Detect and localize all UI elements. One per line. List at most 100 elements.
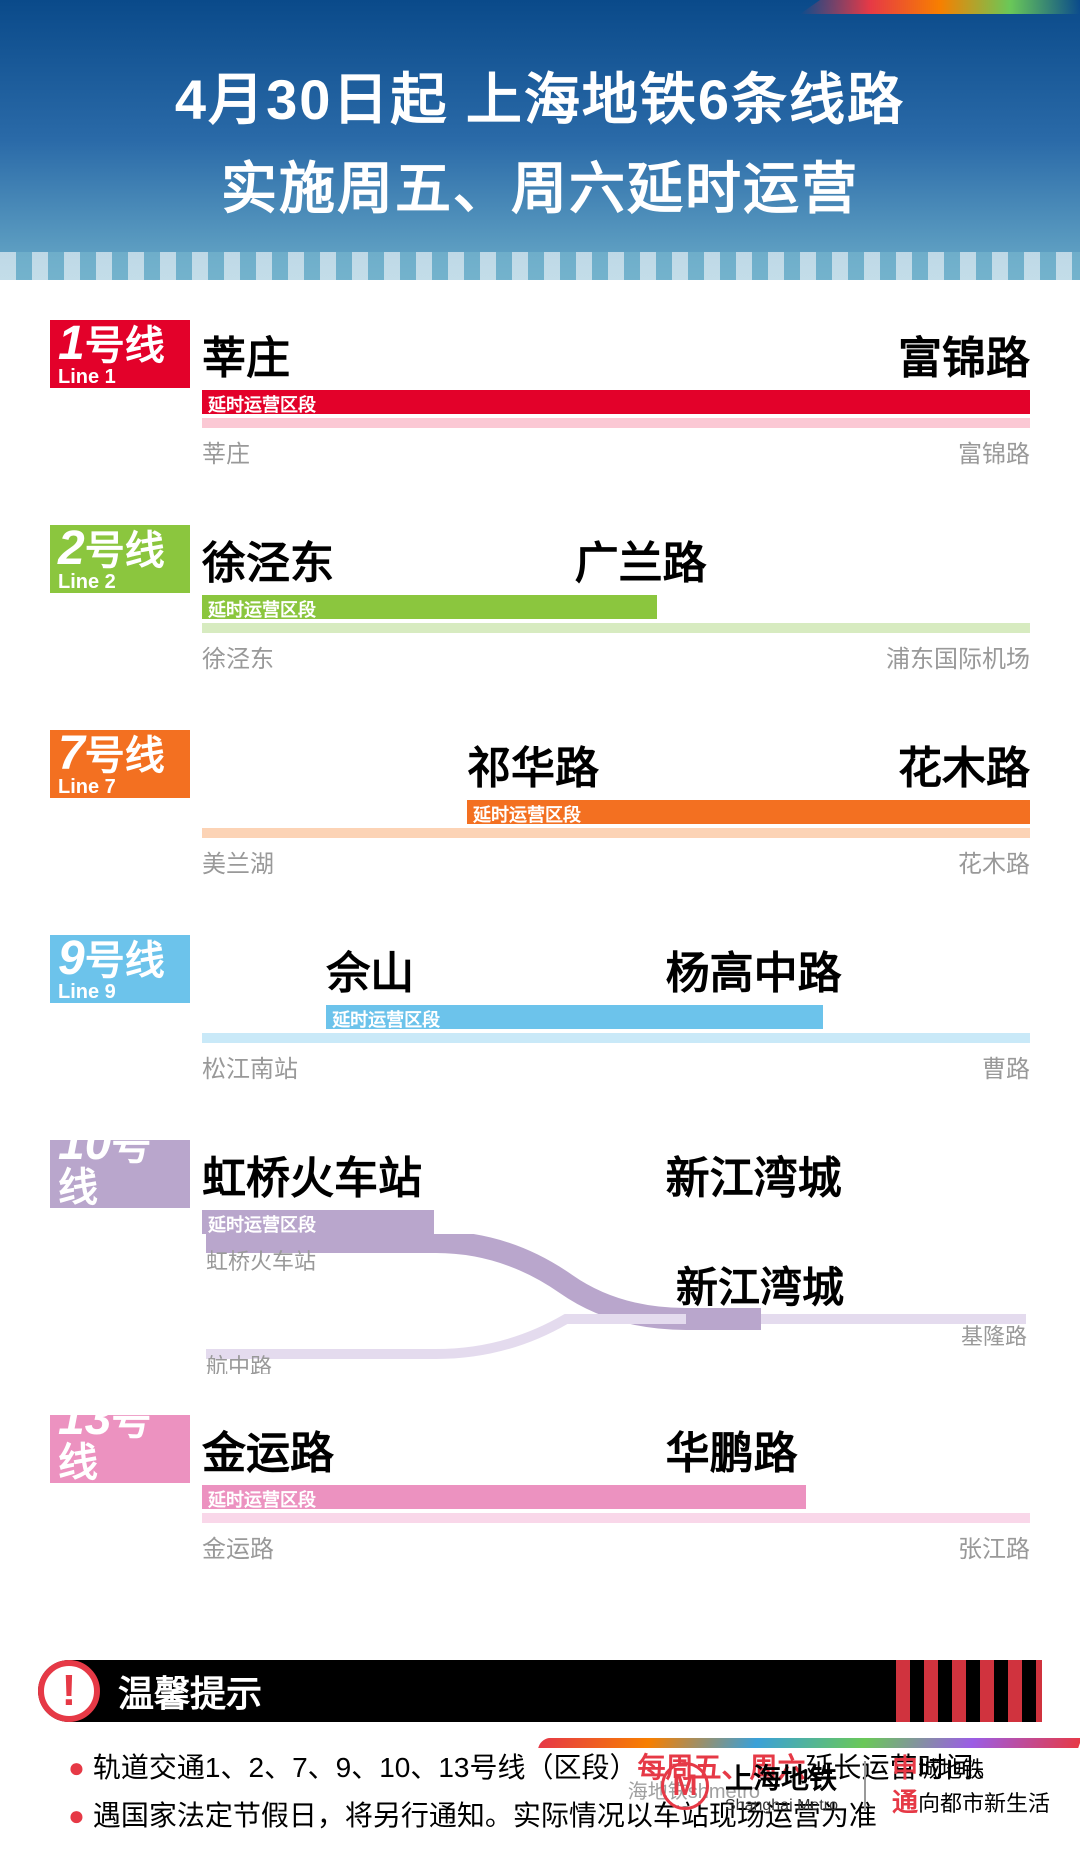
ext-bar-label: 延时运营区段 — [208, 391, 316, 417]
full-start-label: 美兰湖 — [202, 844, 274, 879]
ext-bar-label: 延时运营区段 — [208, 596, 316, 622]
stations-row: 金运路 华鹏路 — [202, 1415, 1030, 1483]
footer-brand: 上海地铁 Shanghai Metro — [725, 1757, 838, 1815]
ext-bar-fill: 延时运营区段 — [202, 1210, 434, 1234]
stations-row: 徐泾东广兰路 — [202, 525, 1030, 593]
full-end-label: 曹路 — [982, 1049, 1030, 1084]
line-block-7: 7号线Line 7祁华路花木路延时运营区段美兰湖 花木路 — [50, 730, 1030, 879]
line-label-en: Line 9 — [58, 981, 190, 1004]
tips-text-1-pre: 轨道交通1、2、7、9、10、13号线（区段） — [93, 1752, 638, 1783]
lines-container: 1号线Line 1莘庄富锦路延时运营区段莘庄富锦路2号线Line 2徐泾东广兰路… — [0, 280, 1080, 1640]
line-badge-7: 7号线Line 7 — [50, 730, 190, 798]
metro-logo-icon: M — [661, 1762, 709, 1810]
full-end-label: 张江路 — [958, 1529, 1030, 1564]
full-line-labels: 徐泾东浦东国际机场 — [202, 639, 1030, 674]
ext-start-station: 佘山 — [326, 937, 414, 1001]
line-content: 祁华路花木路延时运营区段美兰湖 花木路 — [202, 730, 1030, 879]
ext-bar: 延时运营区段 — [202, 595, 1030, 619]
tips-title: 温馨提示 — [118, 1665, 262, 1717]
full-line-labels: 美兰湖 花木路 — [202, 844, 1030, 879]
line-number: 2 — [58, 522, 85, 575]
line-content: 虹桥火车站新江湾城延时运营区段虹桥火车站新江湾城基隆路航中路 — [202, 1140, 1030, 1379]
full-line-labels: 松江南站 曹路 — [202, 1049, 1030, 1084]
line-number: 9 — [58, 932, 85, 985]
top-accent-stripe — [800, 0, 1080, 14]
ext-end-station: 新江湾城 — [666, 1142, 842, 1206]
slogan-text-1: 城地铁 — [918, 1757, 984, 1782]
full-line-bar — [202, 418, 1030, 428]
ext-start-station: 金运路 — [202, 1417, 334, 1481]
footer-divider — [864, 1761, 866, 1811]
line-block-13: 13号线Line 13金运路华鹏路延时运营区段金运路张江路 — [50, 1415, 1030, 1564]
line-block-10: 10号线Line 10虹桥火车站新江湾城延时运营区段虹桥火车站新江湾城基隆路航中… — [50, 1140, 1030, 1379]
line-label-cn: 号线 — [85, 939, 165, 983]
footer-rainbow-stripe — [538, 1738, 1080, 1748]
svg-text:新江湾城: 新江湾城 — [676, 1264, 844, 1311]
stations-row: 莘庄富锦路 — [202, 320, 1030, 388]
line-number: 10 — [58, 1117, 111, 1170]
ext-bar-label: 延时运营区段 — [473, 801, 581, 827]
ext-bar-fill: 延时运营区段 — [326, 1005, 823, 1029]
slogan-char-1: 申 — [892, 1753, 918, 1783]
line-label-en: Line 2 — [58, 571, 190, 594]
ext-bar: 延时运营区段 — [202, 800, 1030, 824]
line-badge-2: 2号线Line 2 — [50, 525, 190, 593]
line-label-en: Line 1 — [58, 366, 190, 389]
ext-bar-label: 延时运营区段 — [208, 1486, 316, 1512]
line-content: 佘山 杨高中路延时运营区段松江南站 曹路 — [202, 935, 1030, 1084]
full-end-label: 富锦路 — [958, 434, 1030, 469]
line-10-branch-diagram: 虹桥火车站新江湾城基隆路航中路 — [202, 1234, 1030, 1374]
line-badge-10: 10号线Line 10 — [50, 1140, 190, 1208]
line-label-cn: 号线 — [85, 529, 165, 573]
full-line-bar — [202, 1513, 1030, 1523]
line-number: 1 — [58, 317, 85, 370]
slogan-char-2: 通 — [892, 1787, 918, 1817]
line-number: 13 — [58, 1392, 111, 1445]
line-label-en: Line 13 — [58, 1481, 190, 1504]
line-block-9: 9号线Line 9 佘山 杨高中路延时运营区段松江南站 曹路 — [50, 935, 1030, 1084]
ext-start-station: 祁华路 — [467, 732, 599, 796]
line-badge-13: 13号线Line 13 — [50, 1415, 190, 1483]
line-content: 徐泾东广兰路延时运营区段徐泾东浦东国际机场 — [202, 525, 1030, 674]
ext-bar: 延时运营区段 — [202, 390, 1030, 414]
ext-bar-fill: 延时运营区段 — [202, 1485, 806, 1509]
ext-start-station: 徐泾东 — [202, 527, 334, 591]
svg-text:虹桥火车站: 虹桥火车站 — [206, 1249, 316, 1274]
full-line-labels: 金运路 张江路 — [202, 1529, 1030, 1564]
header-checker-pattern — [0, 252, 1080, 280]
full-line-bar — [202, 1033, 1030, 1043]
ext-end-station: 杨高中路 — [666, 937, 842, 1001]
line-label-en: Line 10 — [58, 1206, 190, 1229]
line-label-cn: 号线 — [85, 324, 165, 368]
stations-row: 虹桥火车站 新江湾城 — [202, 1140, 1030, 1208]
line-number: 7 — [58, 727, 85, 780]
ext-bar-fill: 延时运营区段 — [202, 595, 657, 619]
line-badge-1: 1号线Line 1 — [50, 320, 190, 388]
full-line-bar — [202, 828, 1030, 838]
line-block-2: 2号线Line 2徐泾东广兰路延时运营区段徐泾东浦东国际机场 — [50, 525, 1030, 674]
line-content: 金运路华鹏路延时运营区段金运路张江路 — [202, 1415, 1030, 1564]
footer-brand-en: Shanghai Metro — [725, 1797, 838, 1815]
ext-bar-label: 延时运营区段 — [332, 1006, 440, 1032]
full-start-label: 金运路 — [202, 1529, 274, 1564]
svg-text:基隆路: 基隆路 — [961, 1324, 1027, 1349]
svg-text:航中路: 航中路 — [206, 1354, 272, 1374]
stations-row: 佘山 杨高中路 — [202, 935, 1030, 1003]
footer-slogan: 申城地铁 通向都市新生活 — [892, 1752, 1050, 1820]
stations-row: 祁华路花木路 — [202, 730, 1030, 798]
full-end-label: 浦东国际机场 — [886, 639, 1030, 674]
full-end-label: 花木路 — [958, 844, 1030, 879]
ext-end-station: 华鹏路 — [666, 1417, 798, 1481]
full-start-label: 莘庄 — [202, 434, 250, 469]
ext-start-station: 虹桥火车站 — [202, 1142, 422, 1206]
line-content: 莘庄富锦路延时运营区段莘庄富锦路 — [202, 320, 1030, 469]
ext-start-station: 莘庄 — [202, 322, 290, 386]
full-start-label: 松江南站 — [202, 1049, 298, 1084]
footer-brand-cn: 上海地铁 — [725, 1757, 838, 1797]
ext-bar: 延时运营区段 — [202, 1210, 1030, 1234]
tips-checker-pattern — [882, 1660, 1042, 1722]
header-title-line2: 实施周五、周六延时运营 — [221, 144, 859, 225]
header-title-line1: 4月30日起 上海地铁6条线路 — [175, 55, 905, 136]
line-block-1: 1号线Line 1莘庄富锦路延时运营区段莘庄富锦路 — [50, 320, 1030, 469]
slogan-text-2: 向都市新生活 — [918, 1791, 1050, 1816]
